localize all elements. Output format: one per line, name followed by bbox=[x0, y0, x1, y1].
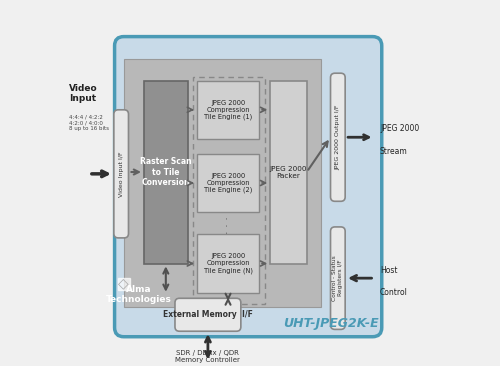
Text: External Memory  I/F: External Memory I/F bbox=[163, 310, 253, 319]
Text: SDR / DDRx / QDR
Memory Controller: SDR / DDRx / QDR Memory Controller bbox=[176, 350, 240, 363]
Text: JPEG 2000: JPEG 2000 bbox=[380, 124, 419, 132]
Text: Control: Control bbox=[380, 288, 408, 297]
Text: Video Input I/F: Video Input I/F bbox=[118, 151, 124, 197]
FancyBboxPatch shape bbox=[114, 37, 382, 337]
Text: Stream: Stream bbox=[380, 147, 407, 156]
FancyBboxPatch shape bbox=[270, 81, 306, 264]
FancyBboxPatch shape bbox=[144, 81, 188, 264]
Text: Alma
Technologies: Alma Technologies bbox=[106, 285, 172, 305]
FancyBboxPatch shape bbox=[197, 234, 259, 293]
FancyBboxPatch shape bbox=[124, 59, 322, 307]
Text: JPEG 2000 Output I/F: JPEG 2000 Output I/F bbox=[336, 105, 340, 170]
Text: JPEG 2000
Compression
Tile Engine (N): JPEG 2000 Compression Tile Engine (N) bbox=[204, 253, 252, 274]
FancyBboxPatch shape bbox=[114, 110, 128, 238]
Text: · · ·: · · · bbox=[223, 216, 233, 234]
FancyBboxPatch shape bbox=[197, 154, 259, 212]
Text: JPEG 2000
Compression
Tile Engine (2): JPEG 2000 Compression Tile Engine (2) bbox=[204, 173, 252, 193]
Text: JPEG 2000
Packer: JPEG 2000 Packer bbox=[270, 165, 307, 179]
FancyBboxPatch shape bbox=[197, 81, 259, 139]
Text: Video
Input: Video Input bbox=[69, 83, 98, 103]
Text: JPEG 2000
Compression
Tile Engine (1): JPEG 2000 Compression Tile Engine (1) bbox=[204, 100, 252, 120]
Text: ◇: ◇ bbox=[118, 277, 129, 291]
Text: Control - Status
Registers I/F: Control - Status Registers I/F bbox=[332, 255, 343, 301]
FancyBboxPatch shape bbox=[330, 73, 345, 201]
Text: Host: Host bbox=[380, 266, 398, 275]
Text: UHT-JPEG2K-E: UHT-JPEG2K-E bbox=[282, 317, 378, 330]
FancyBboxPatch shape bbox=[330, 227, 345, 329]
FancyBboxPatch shape bbox=[175, 298, 241, 331]
Text: 4:4:4 / 4:2:2
4:2:0 / 4:0:0
8 up to 16 bits: 4:4:4 / 4:2:2 4:2:0 / 4:0:0 8 up to 16 b… bbox=[69, 114, 109, 131]
Text: Raster Scan
to Tile
Conversion: Raster Scan to Tile Conversion bbox=[140, 157, 192, 187]
